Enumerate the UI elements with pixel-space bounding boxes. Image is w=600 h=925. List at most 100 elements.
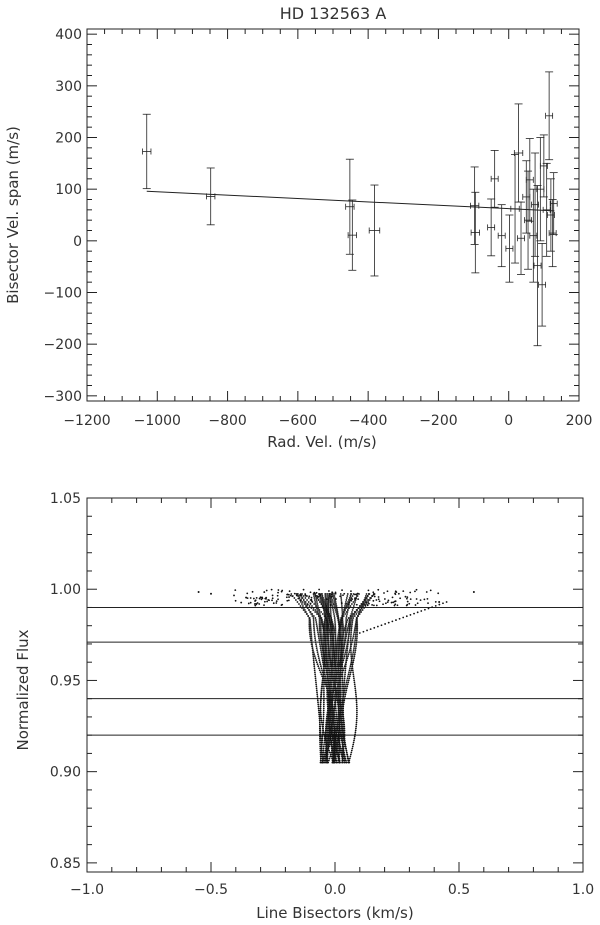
- bisector-point: [349, 647, 352, 650]
- continuum-point: [372, 599, 375, 602]
- bisector-point: [356, 627, 359, 629]
- bisector-point: [338, 751, 341, 754]
- bisector-point: [312, 657, 315, 660]
- bisector-point: [341, 661, 344, 664]
- bisector-point: [319, 635, 322, 638]
- bisector-point: [329, 621, 331, 623]
- bisector-point: [323, 609, 325, 611]
- bisector-point: [345, 689, 348, 692]
- bisector-point: [318, 717, 321, 720]
- bisector-point: [326, 667, 328, 670]
- bisector-point: [341, 709, 344, 712]
- bisector-point: [326, 639, 329, 642]
- x-tick-label: −1200: [63, 413, 110, 429]
- bisector-point: [322, 673, 325, 676]
- bisector-point: [334, 727, 336, 730]
- bisector-point: [347, 641, 350, 644]
- bisector-point: [311, 647, 314, 650]
- bisector-point: [313, 665, 316, 668]
- bisector-point: [325, 731, 328, 734]
- continuum-point: [234, 599, 237, 602]
- bisector-point: [324, 677, 327, 680]
- bisector-point: [336, 743, 339, 746]
- bisector-point: [341, 627, 343, 629]
- bisector-point: [315, 659, 317, 662]
- bisector-point: [340, 747, 343, 750]
- bisector-point: [338, 757, 341, 760]
- bisector-point: [335, 607, 338, 609]
- bisector-point: [340, 749, 343, 752]
- bisector-point: [331, 641, 334, 644]
- bisector-point: [333, 675, 336, 678]
- bisector-point: [350, 619, 353, 621]
- x-axis-title-top: Rad. Vel. (m/s): [267, 433, 377, 451]
- bisector-point: [332, 713, 335, 716]
- bisector-point: [324, 635, 327, 638]
- bisector-point: [328, 627, 330, 629]
- bisector-point: [322, 729, 324, 732]
- bisector-point: [328, 731, 331, 734]
- bisector-point: [319, 701, 322, 704]
- bisector-point: [344, 687, 347, 690]
- continuum-point: [391, 596, 394, 599]
- bisector-point: [338, 727, 340, 730]
- bisector-point: [339, 705, 341, 708]
- bisector-point: [369, 597, 372, 599]
- bisector-point: [317, 633, 320, 635]
- x-tick-label: −200: [419, 413, 457, 429]
- bisector-point: [314, 611, 317, 613]
- bisector-point: [347, 637, 350, 640]
- bisector-point: [326, 643, 329, 646]
- bisector-point: [313, 627, 315, 629]
- bisector-point: [343, 683, 346, 686]
- bisector-point: [343, 691, 346, 694]
- bisector-point: [310, 635, 313, 638]
- continuum-point: [254, 604, 257, 607]
- bisector-point: [320, 719, 323, 722]
- bisector-point: [344, 625, 347, 627]
- wing-point: [402, 616, 405, 619]
- bisector-point: [325, 747, 328, 750]
- bisector-point: [326, 641, 329, 644]
- bisector-point: [308, 631, 311, 633]
- bisector-point: [331, 629, 334, 631]
- bisector-point: [341, 737, 343, 740]
- bisector-point: [330, 641, 333, 644]
- x-tick-label: 0.5: [448, 882, 470, 898]
- bisector-point: [313, 595, 315, 597]
- bisector-point: [352, 659, 355, 662]
- bisector-point: [343, 699, 346, 702]
- bisector-point: [341, 673, 344, 676]
- bisector-point: [355, 721, 358, 724]
- bisector-point: [349, 665, 352, 668]
- bisector-point: [341, 715, 343, 718]
- bisector-point: [314, 675, 317, 678]
- continuum-point: [289, 594, 292, 597]
- bisector-point: [355, 719, 358, 722]
- bisector-point: [341, 609, 344, 611]
- bisector-point: [302, 595, 305, 597]
- bisector-point: [351, 657, 354, 660]
- bisector-point: [318, 641, 321, 644]
- bisector-point: [327, 601, 330, 603]
- bisector-point: [331, 653, 333, 656]
- continuum-point: [325, 598, 328, 601]
- bisector-point: [334, 693, 337, 696]
- bisector-point: [328, 697, 331, 700]
- bisector-point: [361, 605, 363, 607]
- bisector-point: [328, 741, 331, 744]
- bisector-point: [355, 697, 358, 700]
- bisector-point: [327, 615, 329, 617]
- bisector-point: [352, 617, 355, 619]
- continuum-point: [261, 596, 264, 599]
- bisector-point: [321, 733, 324, 736]
- bisector-point: [349, 639, 352, 642]
- bisector-point: [330, 743, 333, 746]
- bisector-point: [332, 601, 334, 603]
- bisector-point: [304, 609, 306, 611]
- continuum-point: [295, 594, 298, 597]
- continuum-point: [409, 591, 412, 594]
- bisector-point: [325, 741, 327, 744]
- bisector-point: [348, 597, 351, 599]
- bisector-point: [342, 633, 345, 635]
